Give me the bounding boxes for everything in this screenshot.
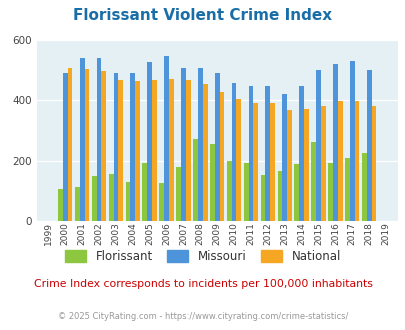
Bar [164, 56, 168, 221]
Bar [361, 153, 366, 221]
Text: Florissant Violent Crime Index: Florissant Violent Crime Index [73, 8, 332, 23]
Bar [168, 79, 173, 221]
Bar [231, 82, 236, 221]
Bar [159, 183, 164, 221]
Bar [75, 187, 79, 221]
Bar [209, 144, 214, 221]
Bar [236, 99, 241, 221]
Text: © 2025 CityRating.com - https://www.cityrating.com/crime-statistics/: © 2025 CityRating.com - https://www.city… [58, 312, 347, 321]
Bar [270, 103, 274, 221]
Bar [109, 174, 113, 221]
Bar [277, 171, 281, 221]
Bar [125, 182, 130, 221]
Bar [214, 73, 219, 221]
Bar [68, 68, 72, 221]
Bar [243, 163, 248, 221]
Bar [344, 157, 349, 221]
Bar [253, 103, 258, 221]
Bar [294, 164, 298, 221]
Bar [142, 163, 147, 221]
Bar [147, 62, 152, 221]
Legend: Florissant, Missouri, National: Florissant, Missouri, National [60, 245, 345, 268]
Text: Crime Index corresponds to incidents per 100,000 inhabitants: Crime Index corresponds to incidents per… [34, 279, 371, 289]
Bar [96, 58, 101, 221]
Bar [327, 163, 332, 221]
Bar [185, 81, 190, 221]
Bar [281, 94, 286, 221]
Bar [152, 80, 156, 221]
Bar [84, 69, 89, 221]
Bar [181, 68, 185, 221]
Bar [176, 167, 181, 221]
Bar [130, 73, 135, 221]
Bar [371, 106, 375, 221]
Bar [198, 68, 202, 221]
Bar [193, 139, 198, 221]
Bar [118, 80, 123, 221]
Bar [315, 70, 320, 221]
Bar [101, 71, 106, 221]
Bar [248, 86, 253, 221]
Bar [79, 58, 84, 221]
Bar [286, 110, 291, 221]
Bar [113, 73, 118, 221]
Bar [202, 84, 207, 221]
Bar [135, 81, 140, 221]
Bar [58, 189, 63, 221]
Bar [226, 161, 231, 221]
Bar [298, 86, 303, 221]
Bar [337, 101, 342, 221]
Bar [303, 109, 308, 221]
Bar [354, 101, 358, 221]
Bar [92, 176, 96, 221]
Bar [332, 64, 337, 221]
Bar [311, 143, 315, 221]
Bar [320, 106, 325, 221]
Bar [260, 175, 265, 221]
Bar [366, 70, 371, 221]
Bar [349, 61, 354, 221]
Bar [265, 85, 270, 221]
Bar [63, 73, 68, 221]
Bar [219, 92, 224, 221]
